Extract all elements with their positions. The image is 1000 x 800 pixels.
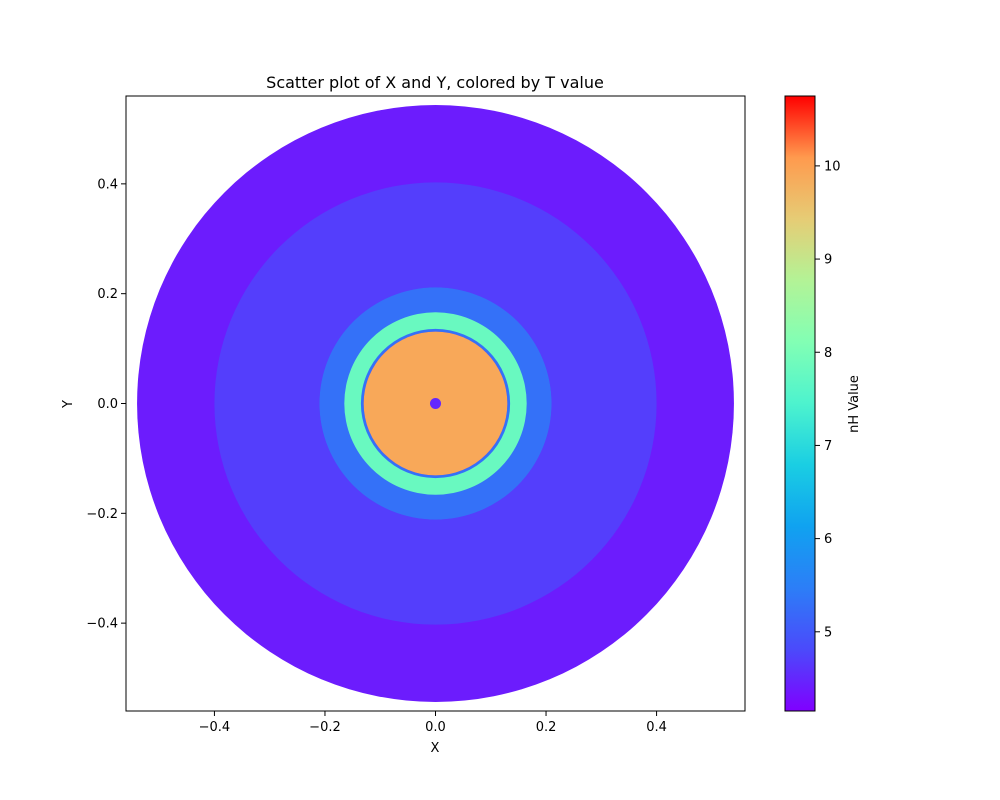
y-tick-label: −0.2 [86, 507, 118, 522]
colorbar-tick-label: 7 [824, 439, 832, 454]
x-axis: −0.4 −0.2 0.0 0.2 0.4 [199, 711, 667, 735]
y-tick-label: 0.0 [97, 397, 118, 412]
colorbar-tick-label: 6 [824, 532, 832, 547]
scatter-region-5 [429, 397, 442, 410]
plot-area [137, 105, 734, 702]
colorbar-gradient [784, 95, 816, 712]
y-axis: −0.4 −0.2 0.0 0.2 0.4 [86, 177, 126, 632]
scatter-region-1 [214, 182, 657, 625]
x-tick-label: 0.0 [425, 720, 446, 735]
y-axis-label: Y [61, 400, 76, 409]
x-axis-label: X [431, 741, 440, 756]
colorbar-label: nH Value [847, 375, 862, 433]
x-tick-label: −0.4 [199, 720, 231, 735]
y-tick-label: 0.2 [97, 287, 118, 302]
y-tick-label: 0.4 [97, 177, 118, 192]
colorbar-tick-label: 5 [824, 625, 832, 640]
x-tick-label: −0.2 [309, 720, 341, 735]
x-tick-label: 0.2 [536, 720, 557, 735]
colorbar-ticks: 5 6 7 8 9 10 [815, 159, 841, 640]
colorbar-tick-label: 8 [824, 346, 832, 361]
colorbar-tick-label: 10 [824, 159, 841, 174]
y-tick-label: −0.4 [86, 617, 118, 632]
colorbar-tick-label: 9 [824, 253, 832, 268]
chart-title: Scatter plot of X and Y, colored by T va… [266, 73, 604, 92]
colorbar: 5 6 7 8 9 10 nH Value [784, 95, 862, 712]
x-tick-label: 0.4 [646, 720, 667, 735]
